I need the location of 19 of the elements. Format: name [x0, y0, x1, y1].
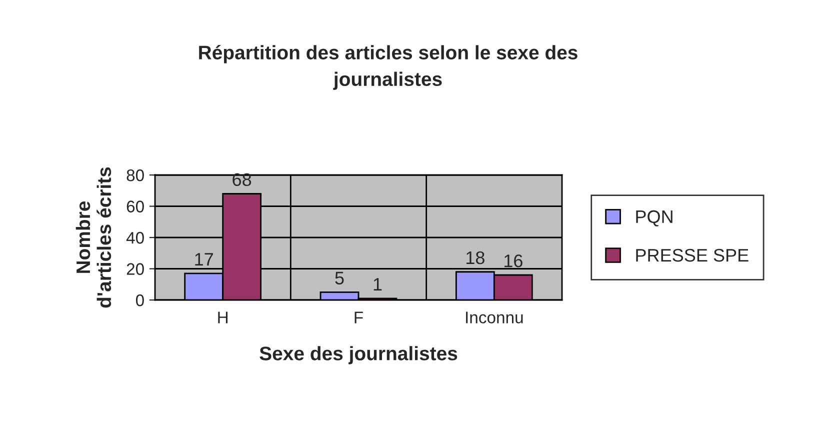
y-tick-label: 80: [126, 169, 144, 182]
x-tick-label: H: [218, 312, 228, 324]
x-axis-title: Sexe des journalistes: [260, 346, 458, 364]
y-axis-title: Nombre d'articles écrits: [76, 167, 112, 308]
data-label: 18: [466, 251, 484, 264]
chart-title: Répartition des articles selon le sexe des journalistes: [199, 45, 578, 90]
x-tick-label: Inconnu: [466, 312, 523, 324]
data-label: 16: [504, 254, 522, 268]
y-tick-label: 40: [126, 232, 144, 244]
data-label: 1: [374, 278, 382, 291]
y-tick-label: 0: [136, 294, 144, 306]
data-label: 17: [195, 253, 213, 266]
legend-label: PQN: [636, 210, 672, 226]
y-tick-label: 60: [126, 200, 144, 212]
data-label: 5: [335, 272, 344, 284]
data-label: 68: [232, 173, 252, 186]
y-tick-label: 20: [126, 263, 144, 275]
legend-label: PRESSE SPE: [636, 248, 748, 262]
x-tick-label: F: [354, 312, 363, 324]
